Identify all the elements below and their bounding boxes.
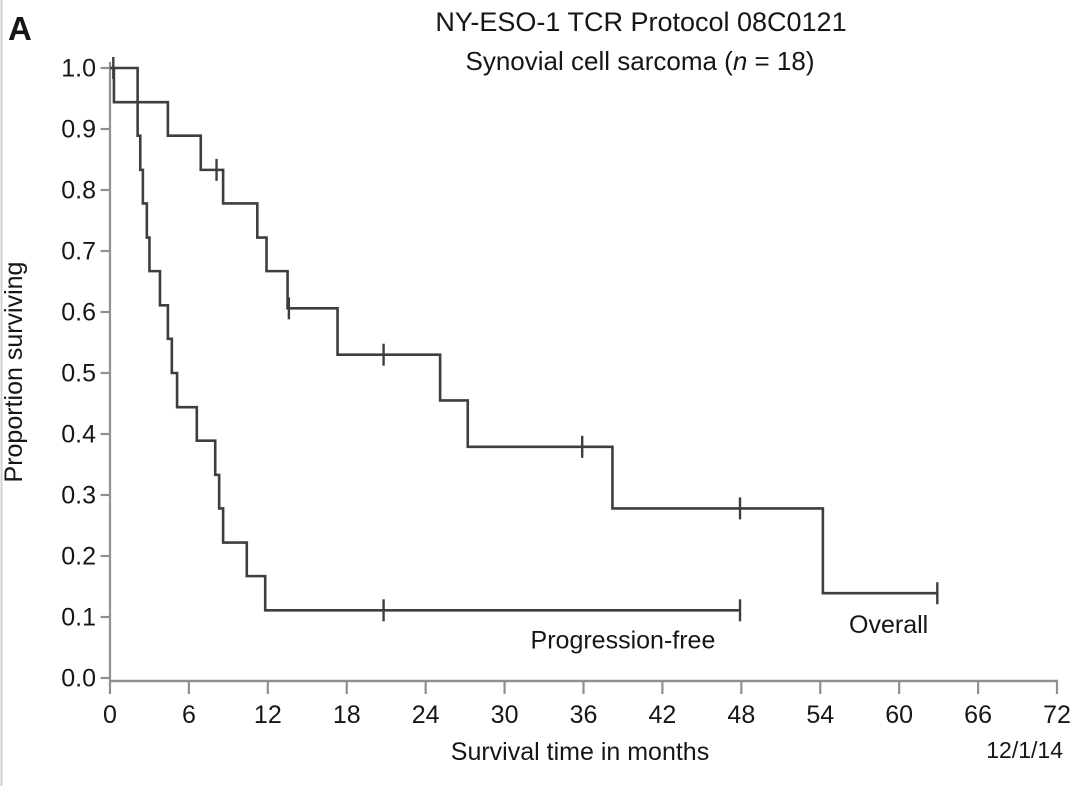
chart-title: NY-ESO-1 TCR Protocol 08C0121: [435, 7, 846, 37]
x-tick-label: 6: [182, 701, 196, 729]
x-tick-label: 36: [570, 701, 598, 729]
x-tick-label: 24: [412, 701, 440, 729]
y-tick-label: 0.1: [61, 604, 96, 632]
x-tick-label: 72: [1043, 701, 1071, 729]
x-tick-label: 54: [806, 701, 834, 729]
x-tick-label: 18: [333, 701, 361, 729]
y-tick-label: 0.5: [61, 360, 96, 388]
y-tick-label: 0.8: [61, 177, 96, 205]
x-tick-label: 60: [885, 701, 913, 729]
x-tick-label: 42: [649, 701, 677, 729]
x-tick-label: 66: [964, 701, 992, 729]
subtitle-suffix: = 18): [747, 46, 814, 76]
y-axis-ticks: 0.0 0.1 0.2 0.3 0.4 0.5 0.6 0.7 0.8 0.9 1.0: [61, 55, 110, 693]
x-tick-label: 48: [727, 701, 755, 729]
panel-label: A: [8, 10, 32, 47]
y-tick-label: 0.3: [61, 482, 96, 510]
survival-curves: [110, 57, 939, 622]
subtitle-n-italic: n: [733, 46, 747, 76]
x-tick-label: 30: [491, 701, 519, 729]
x-tick-label: 12: [254, 701, 282, 729]
y-tick-label: 0.9: [61, 116, 96, 144]
y-tick-label: 0.4: [61, 421, 96, 449]
y-tick-label: 0.2: [61, 543, 96, 571]
x-axis-ticks: 0 6 12 18 24 30 36 42 48 54 60 66 72: [103, 681, 1071, 729]
y-tick-label: 1.0: [61, 55, 96, 83]
y-tick-label: 0.0: [61, 665, 96, 693]
progression-free-curve: [110, 66, 741, 612]
y-tick-label: 0.6: [61, 299, 96, 327]
x-tick-label: 0: [103, 701, 117, 729]
y-axis-label: Proportion surviving: [0, 262, 28, 483]
overall-label: Overall: [849, 611, 928, 639]
overall-curve: [110, 66, 938, 595]
chart-subtitle: Synovial cell sarcoma (n = 18): [466, 46, 815, 76]
curve-labels: Progression-free Overall: [531, 611, 929, 655]
y-tick-label: 0.7: [61, 238, 96, 266]
progression-free-label: Progression-free: [531, 627, 716, 655]
x-axis-label: Survival time in months: [451, 738, 709, 766]
subtitle-prefix: Synovial cell sarcoma (: [466, 46, 734, 76]
date-annotation: 12/1/14: [986, 737, 1063, 763]
